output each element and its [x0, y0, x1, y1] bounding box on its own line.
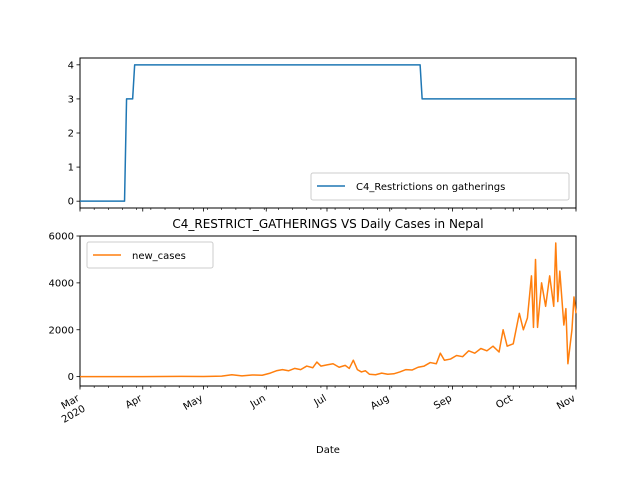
cases-y-tick-label: 0 [68, 372, 74, 383]
cases-y-axis: 0 2000 4000 6000 [49, 232, 80, 383]
restrictions-y-tick-label: 3 [68, 94, 74, 105]
restrictions-y-tick-label: 4 [68, 60, 74, 71]
cases-legend: new_cases [86, 241, 214, 269]
cases-y-tick-label: 4000 [49, 278, 74, 289]
restrictions-chart: 0 1 2 3 4 C4_Restrictions on gatherings [68, 57, 577, 212]
restrictions-series-line-0 [80, 64, 576, 202]
restrictions-legend: C4_Restrictions on gatherings [310, 172, 570, 201]
cases-chart-title: C4_RESTRICT_GATHERINGS VS Daily Cases in… [172, 217, 483, 231]
cases-legend-box [86, 241, 214, 269]
restrictions-series-layer [80, 64, 576, 202]
restrictions-y-tick-label: 2 [68, 129, 74, 140]
restrictions-legend-box [310, 172, 570, 201]
cases-y-tick-label: 2000 [49, 325, 74, 336]
x-axis-title: Date [316, 445, 340, 456]
cases-y-tick-label: 6000 [49, 232, 74, 243]
cases-legend-label: new_cases [132, 251, 186, 262]
cases-series-line-0 [80, 242, 577, 378]
cases-series-layer [80, 242, 577, 378]
restrictions-y-tick-label: 1 [68, 163, 74, 174]
restrictions-legend-label: C4_Restrictions on gatherings [356, 182, 505, 193]
restrictions-y-axis: 0 1 2 3 4 [68, 60, 80, 208]
restrictions-y-tick-label: 0 [68, 197, 74, 208]
restrictions-x-axis [79, 208, 577, 212]
